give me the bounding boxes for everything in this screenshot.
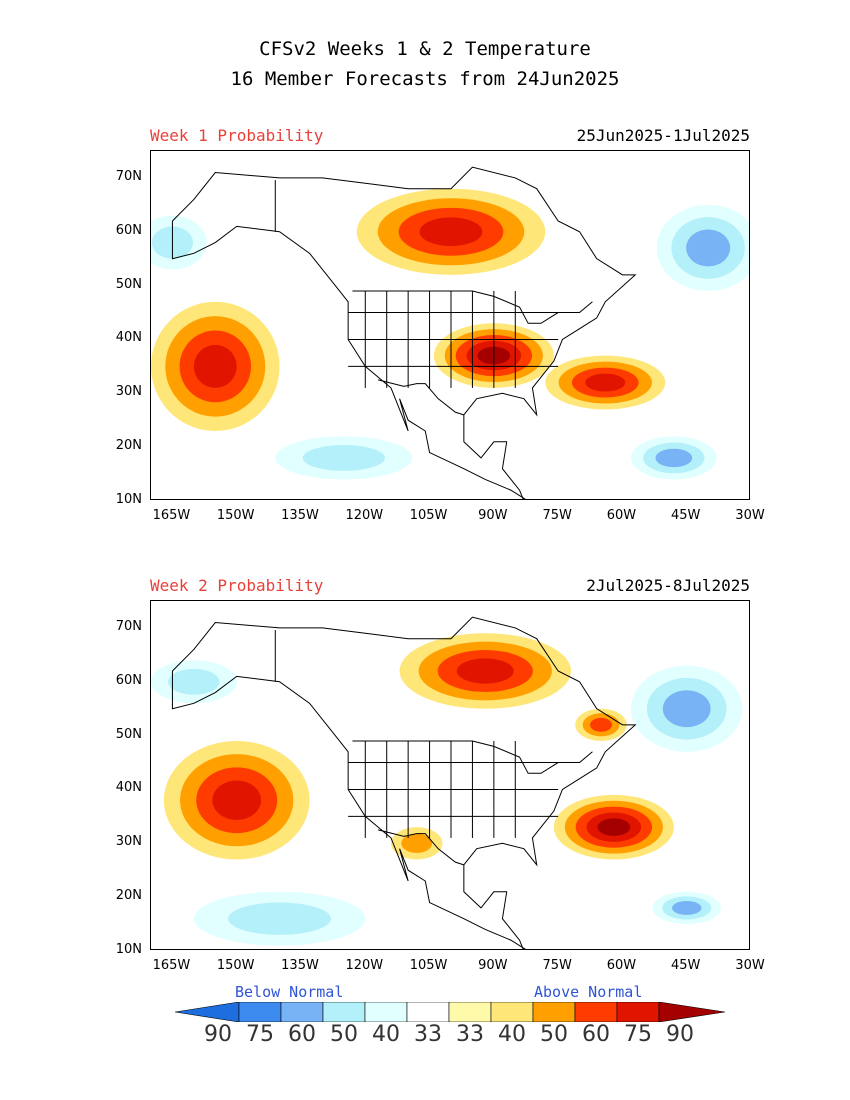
below-normal-region-5-level-60 [655, 448, 693, 468]
lon-tick-label: 90W [478, 958, 508, 973]
above-normal-region-3-level-60 [589, 717, 613, 732]
below-normal-region-6-level-50 [302, 445, 385, 471]
legend-value-7: 40 [498, 1022, 526, 1047]
us-canada-border [352, 290, 593, 324]
lon-tick-label: 105W [409, 958, 448, 973]
west-coastline [171, 671, 526, 949]
above-normal-region-1-level-75 [212, 780, 261, 820]
lon-tick-label: 120W [345, 958, 384, 973]
legend-value-0: 90 [204, 1022, 232, 1047]
east-coastline [172, 166, 637, 499]
lon-tick-label: 60W [606, 958, 637, 973]
legend-swatch-11 [658, 1002, 725, 1022]
lat-tick-label: 10N [115, 942, 142, 957]
lon-tick-label: 45W [671, 958, 701, 973]
legend-below-normal-label: Below Normal [235, 983, 344, 1001]
week1-dates: 25Jun2025-1Jul2025 [576, 126, 750, 145]
lon-tick-label: 150W [216, 958, 255, 973]
lon-tick-label: 75W [542, 508, 572, 523]
legend-swatch-0 [175, 1002, 240, 1022]
lon-tick-label: 135W [281, 958, 319, 973]
legend-swatch-6 [448, 1002, 492, 1022]
legend-value-8: 50 [540, 1022, 568, 1047]
us-mexico-border [378, 379, 465, 416]
above-normal-region-4-level-50 [401, 833, 433, 853]
lon-tick-label: 165W [152, 958, 191, 973]
legend-value-5: 33 [414, 1022, 442, 1047]
lat-tick-label: 70N [115, 168, 142, 184]
legend-swatch-10 [616, 1002, 660, 1022]
legend-swatch-3 [322, 1002, 366, 1022]
above-normal-region-2-level-75 [193, 344, 237, 388]
week2-label: Week 2 Probability [150, 576, 324, 595]
lat-tick-label: 60N [115, 672, 142, 688]
east-coastline [172, 616, 637, 949]
week1-map [150, 150, 750, 500]
week1-label: Week 1 Probability [150, 126, 324, 145]
legend-swatch-8 [532, 1002, 576, 1022]
lat-tick-label: 20N [115, 888, 142, 904]
lat-tick-label: 10N [115, 492, 142, 507]
legend-value-11: 90 [666, 1022, 694, 1047]
week2-dates: 2Jul2025-8Jul2025 [586, 576, 750, 595]
lon-tick-label: 150W [216, 508, 255, 523]
lat-tick-label: 50N [115, 276, 142, 292]
lon-tick-label: 105W [409, 508, 448, 523]
lon-tick-label: 60W [606, 508, 637, 523]
legend-above-normal-label: Above Normal [534, 983, 643, 1001]
legend-value-6: 33 [456, 1022, 484, 1047]
lon-tick-label: 30W [735, 508, 765, 523]
legend-swatch-2 [280, 1002, 324, 1022]
legend-value-9: 60 [582, 1022, 610, 1047]
lon-tick-label: 75W [542, 958, 572, 973]
lat-tick-label: 60N [115, 222, 142, 238]
lat-tick-label: 20N [115, 438, 142, 454]
chart-title-line-2: 16 Member Forecasts from 24Jun2025 [230, 68, 620, 90]
legend-swatch-9 [574, 1002, 618, 1022]
lon-tick-label: 165W [152, 508, 191, 523]
west-coastline [171, 221, 526, 499]
lat-tick-label: 70N [115, 618, 142, 634]
lat-tick-label: 40N [115, 780, 142, 796]
chart-title-line-1: CFSv2 Weeks 1 & 2 Temperature [259, 38, 591, 60]
above-normal-region-1-level-75 [419, 217, 483, 247]
us-mexico-border [378, 829, 465, 866]
legend-colorbar [175, 1002, 725, 1022]
legend-value-2: 60 [288, 1022, 316, 1047]
below-normal-region-6-level-60 [672, 901, 702, 915]
lat-tick-label: 30N [115, 834, 142, 850]
week2-map [150, 600, 750, 950]
lon-tick-label: 30W [735, 958, 765, 973]
above-normal-region-2-level-90 [597, 818, 631, 836]
legend-swatch-5 [406, 1002, 450, 1022]
lat-tick-label: 50N [115, 726, 142, 742]
above-normal-region-3-level-75 [585, 373, 626, 392]
below-normal-region-7-level-50 [228, 902, 331, 935]
legend-value-4: 40 [372, 1022, 400, 1047]
us-canada-border [352, 740, 593, 774]
legend-value-3: 50 [330, 1022, 358, 1047]
legend-swatch-1 [238, 1002, 282, 1022]
legend-value-1: 75 [246, 1022, 274, 1047]
lon-tick-label: 120W [345, 508, 384, 523]
lat-tick-label: 30N [115, 384, 142, 400]
below-normal-region-8-level-50 [168, 668, 220, 695]
above-normal-region-0-level-75 [456, 658, 514, 684]
lat-tick-label: 40N [115, 330, 142, 346]
legend-value-10: 75 [624, 1022, 652, 1047]
lon-tick-label: 135W [281, 508, 319, 523]
legend-swatch-7 [490, 1002, 534, 1022]
lon-tick-label: 90W [478, 508, 508, 523]
legend-swatch-4 [364, 1002, 408, 1022]
below-normal-region-4-level-60 [686, 229, 731, 267]
below-normal-region-5-level-60 [662, 690, 711, 728]
lon-tick-label: 45W [671, 508, 701, 523]
